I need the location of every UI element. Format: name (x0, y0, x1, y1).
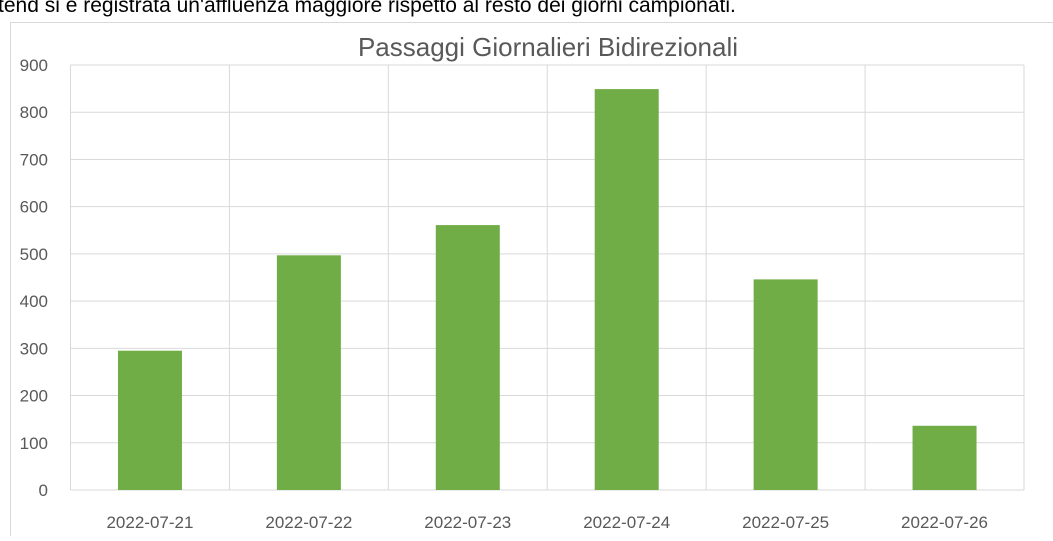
x-tick-label: 2022-07-25 (742, 513, 829, 532)
y-tick-label: 100 (20, 434, 48, 453)
x-tick-label: 2022-07-22 (265, 513, 352, 532)
x-tick-label: 2022-07-26 (901, 513, 988, 532)
bar (913, 426, 977, 490)
y-tick-label: 500 (20, 245, 48, 264)
bar (595, 89, 659, 490)
x-tick-label: 2022-07-24 (583, 513, 670, 532)
x-tick-label: 2022-07-23 (424, 513, 511, 532)
y-tick-label: 900 (20, 56, 48, 75)
y-tick-label: 800 (20, 103, 48, 122)
y-tick-label: 700 (20, 150, 48, 169)
y-tick-label: 200 (20, 387, 48, 406)
y-tick-label: 400 (20, 292, 48, 311)
bar (277, 255, 341, 490)
x-tick-label: 2022-07-21 (106, 513, 193, 532)
y-tick-label: 0 (39, 481, 48, 500)
bar (754, 279, 818, 490)
y-tick-label: 300 (20, 339, 48, 358)
chart-title: Passaggi Giornalieri Bidirezionali (358, 32, 738, 62)
y-tick-label: 600 (20, 198, 48, 217)
bar (118, 351, 182, 490)
caption: tend si è registrata un'affluenza maggio… (0, 0, 736, 17)
bar (436, 225, 500, 490)
